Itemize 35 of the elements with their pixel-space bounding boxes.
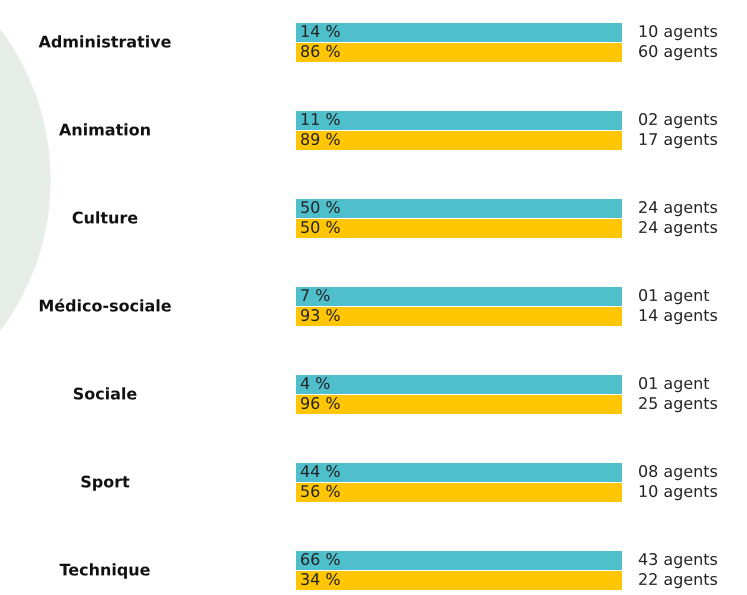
text: 01 agent xyxy=(639,377,710,392)
category-label: Technique xyxy=(60,563,150,579)
text: 24 agents xyxy=(639,201,718,216)
data-label: 7 % xyxy=(301,289,330,302)
data-label: 96 % xyxy=(301,397,340,410)
text: 02 agents xyxy=(639,113,718,128)
category-label: Médico-sociale xyxy=(40,298,171,312)
category-label: Animation xyxy=(59,123,150,136)
category-label: Administrative xyxy=(38,35,171,48)
data-label: 4 % xyxy=(300,377,330,390)
data-label: 34 % xyxy=(301,573,340,586)
text: 10 agents xyxy=(640,485,718,500)
data-label: 50 % xyxy=(301,221,340,234)
category-label: Culture xyxy=(72,211,138,224)
data-label: 89 % xyxy=(301,133,340,146)
data-label: 66 % xyxy=(301,553,340,566)
data-label: 56 % xyxy=(301,485,340,498)
category-label: Sociale xyxy=(74,387,136,400)
data-label: 11 % xyxy=(302,113,340,126)
data-label: 50 % xyxy=(301,201,340,214)
data-label: 44 % xyxy=(300,465,340,478)
category-label: Sport xyxy=(81,476,130,491)
text: 22 agents xyxy=(639,573,718,588)
text: 17 agents xyxy=(640,133,718,148)
text: 60 agents xyxy=(639,45,718,60)
text: 14 agents xyxy=(640,309,718,324)
text: 10 agents xyxy=(640,25,718,40)
data-label: 93 % xyxy=(301,309,340,322)
data-label: 86 % xyxy=(301,45,340,58)
text: 08 agents xyxy=(639,465,718,480)
text: 01 agent xyxy=(639,289,710,304)
data-label: 14 % xyxy=(302,25,340,38)
text: 24 agents xyxy=(639,221,718,236)
text: 25 agents xyxy=(639,397,718,412)
text: 43 agents xyxy=(638,553,718,568)
